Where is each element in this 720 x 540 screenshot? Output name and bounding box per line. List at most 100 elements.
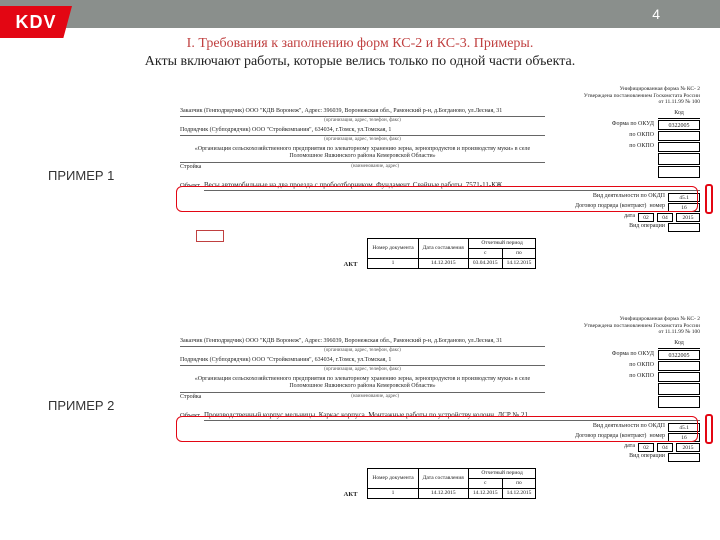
contract-date-label: дата (624, 213, 635, 221)
org-sub-4: (организация, адрес, телефон, факс) (180, 367, 545, 374)
empty-box-b1 (658, 383, 700, 395)
okdp-label-2: Вид деятельности по ОКДП (593, 423, 665, 431)
title-line-1: I. Требования к заполнению форм КС-2 и К… (40, 36, 680, 52)
from-h: с (468, 248, 502, 258)
okpo-label-b1: по ОКПО (629, 362, 654, 370)
okpo-box-b2 (658, 372, 700, 382)
build-text: «Организация сельскохозяйственного предп… (195, 146, 530, 160)
period-h-2: Отчетный период (468, 468, 536, 478)
okdp-box: 45.1 (668, 193, 700, 202)
akt-label: АКТ (344, 261, 358, 269)
code-header: Код (658, 110, 700, 119)
okpo-box-1 (658, 131, 700, 141)
customer-text-2: ООО "КДВ Воронеж", Адрес: 396039, Вороне… (245, 338, 502, 344)
approval-b: Унифицированная форма № КС- 2 Утверждена… (545, 316, 700, 336)
customer-label: Заказчик (Генподрядчик) (180, 108, 244, 114)
org-sub-2: (организация, адрес, телефон, факс) (180, 137, 545, 144)
empty-box-2 (658, 166, 700, 178)
op-box (668, 223, 700, 232)
dd-h: Дата составления (418, 238, 468, 258)
contract-label: Договор подряда (контракт) (575, 203, 646, 211)
title-line-2: Акты включают работы, которые велись тол… (40, 54, 680, 70)
dd-h-2: Дата составления (418, 468, 468, 488)
contract-m-2: 04 (657, 443, 673, 452)
okud-box-2: 0322005 (658, 350, 700, 360)
okdp-label: Вид деятельности по ОКДП (593, 193, 665, 201)
op-label-2: Вид операции (629, 453, 665, 461)
akt-label-2: АКТ (344, 491, 358, 499)
object-label: Объект (180, 182, 200, 190)
akt-table: Номер документаДата составленияОтчетный … (367, 238, 536, 269)
example-1-label: ПРИМЕР 1 (48, 168, 114, 183)
num-v-2: 1 (368, 488, 418, 498)
contractor-label-2: Подрядчик (Субподрядчик) (180, 357, 251, 363)
contract-m: 04 (657, 213, 673, 222)
code-header-2: Код (658, 340, 700, 349)
empty-box-b2 (658, 396, 700, 408)
pfrom-v-2: 14.12.2015 (468, 488, 502, 498)
header-bar: 4 (0, 0, 720, 28)
customer-label-2: Заказчик (Генподрядчик) (180, 338, 244, 344)
num-v: 1 (368, 258, 418, 268)
approval-b2: Утверждена постановлением Госкомстата Ро… (545, 323, 700, 330)
org-sub-3: (организация, адрес, телефон, факс) (180, 348, 545, 355)
form-block-2: Заказчик (Генподрядчик) ООО "КДВ Воронеж… (180, 316, 700, 499)
to-h: по (502, 248, 536, 258)
okud-label-2: Форма по ОКУД (612, 351, 654, 359)
date-v: 14.12.2015 (418, 258, 468, 268)
to-h-2: по (502, 478, 536, 488)
build-label-2: Стройка (180, 394, 201, 403)
nd-h-2: Номер документа (368, 468, 418, 488)
from-h-2: с (468, 478, 502, 488)
approval-3: от 11.11.99 № 100 (545, 99, 700, 106)
contract-num-label: номер (649, 203, 665, 211)
period-h: Отчетный период (468, 238, 536, 248)
object-text-1: Весы автомобильные на два проезда с проб… (204, 181, 700, 191)
okpo-label-b2: по ОКПО (629, 373, 654, 381)
approval-2: Утверждена постановлением Госкомстата Ро… (545, 93, 700, 100)
akt-table-2: Номер документаДата составленияОтчетный … (367, 468, 536, 499)
contract-y: 2015 (676, 213, 700, 222)
contractor-text-2: ООО "Стройкомпания", 634034, г.Томск, ул… (252, 357, 391, 363)
approval-b3: от 11.11.99 № 100 (545, 329, 700, 336)
empty-box-1 (658, 153, 700, 165)
pfrom-v: 03.04.2015 (468, 258, 502, 268)
approval-1: Унифицированная форма № КС- 2 (545, 86, 700, 93)
contract-num: 16 (668, 203, 700, 212)
annotation-small-box (196, 230, 224, 242)
build-sub: (наименование, адрес) (205, 164, 545, 171)
page-number: 4 (652, 6, 660, 22)
build-sub-2: (наименование, адрес) (205, 394, 545, 401)
okud-box: 0322005 (658, 120, 700, 130)
contract-d-2: 02 (638, 443, 654, 452)
build-text-2: «Организация сельскохозяйственного предп… (195, 376, 530, 390)
object-text-2: Производственный корпус мельницы. Каркас… (204, 411, 700, 421)
contract-date-label-2: дата (624, 443, 635, 451)
op-label: Вид операции (629, 223, 665, 231)
pto-v: 14.12.2015 (502, 258, 536, 268)
okdp-box-2: 45.1 (668, 423, 700, 432)
logo-text: KDV (15, 12, 56, 33)
contractor-label: Подрядчик (Субподрядчик) (180, 127, 251, 133)
logo: KDV (0, 6, 72, 38)
op-box-2 (668, 453, 700, 462)
date-v-2: 14.12.2015 (418, 488, 468, 498)
contract-d: 02 (638, 213, 654, 222)
approval-b1: Унифицированная форма № КС- 2 (545, 316, 700, 323)
pto-v-2: 14.12.2015 (502, 488, 536, 498)
build-label: Стройка (180, 164, 201, 173)
okpo-box-b1 (658, 361, 700, 371)
org-sub: (организация, адрес, телефон, факс) (180, 118, 545, 125)
annotation-side-2 (705, 414, 713, 444)
form-block-1: Заказчик (Генподрядчик) ООО "КДВ Воронеж… (180, 86, 700, 269)
contract-y-2: 2015 (676, 443, 700, 452)
contract-num-label-2: номер (649, 433, 665, 441)
nd-h: Номер документа (368, 238, 418, 258)
contractor-text: ООО "Стройкомпания", 634034, г.Томск, ул… (252, 127, 391, 133)
okpo-label-1: по ОКПО (629, 132, 654, 140)
annotation-side-1 (705, 184, 713, 214)
title-area: I. Требования к заполнению форм КС-2 и К… (0, 28, 720, 74)
customer-text: ООО "КДВ Воронеж", Адрес: 396039, Вороне… (245, 108, 502, 114)
okud-label: Форма по ОКУД (612, 121, 654, 129)
contract-num-2: 16 (668, 433, 700, 442)
